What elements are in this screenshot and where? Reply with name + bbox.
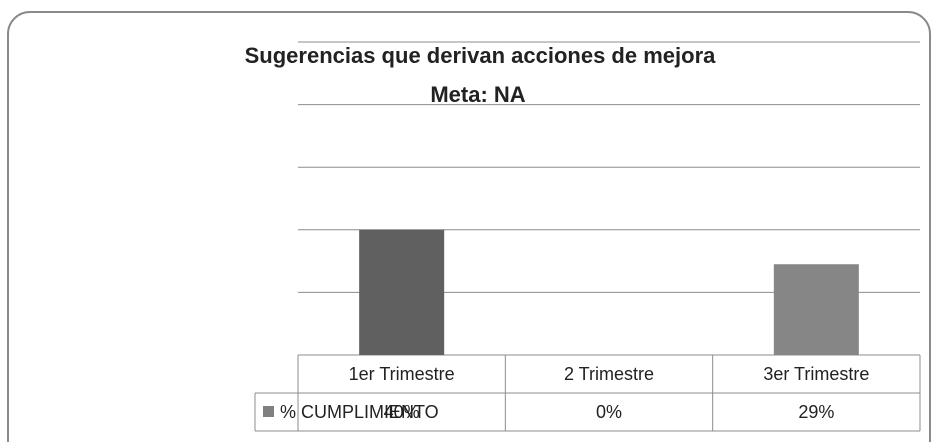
x-tick-label: 3er Trimestre xyxy=(763,364,869,384)
legend-label: % CUMPLIMIENTO xyxy=(280,402,439,422)
data-label: 40% xyxy=(384,402,420,422)
chart-frame xyxy=(7,11,931,442)
x-tick-label: 1er Trimestre xyxy=(349,364,455,384)
legend-marker xyxy=(263,406,274,417)
bar xyxy=(359,229,445,355)
x-tick-label: 2 Trimestre xyxy=(564,364,654,384)
chart-subtitle: Meta: NA xyxy=(430,82,525,107)
data-label: 29% xyxy=(798,402,834,422)
chart-title: Sugerencias que derivan acciones de mejo… xyxy=(245,43,717,68)
data-label: 0% xyxy=(596,402,622,422)
bar xyxy=(773,264,859,355)
